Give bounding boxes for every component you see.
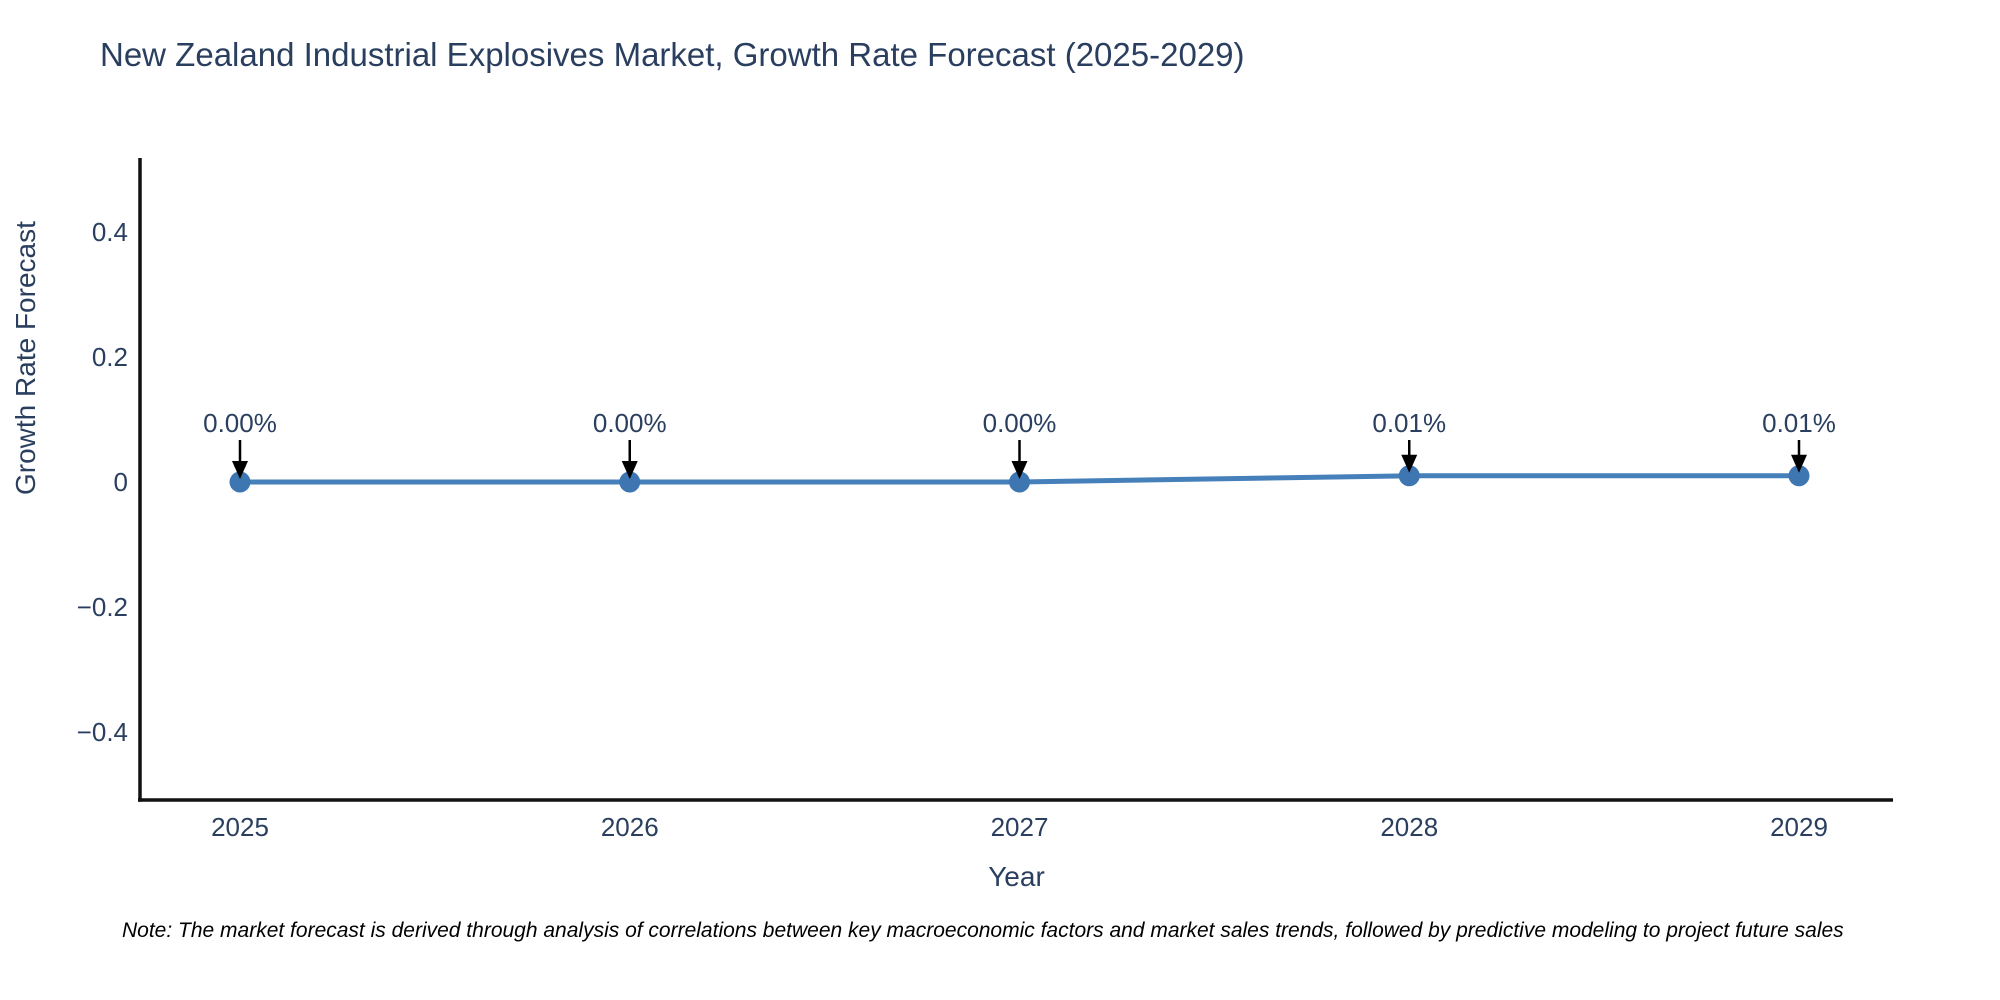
y-tick-label: −0.4 xyxy=(76,716,128,747)
x-tick-label: 2029 xyxy=(1770,812,1828,842)
point-annotation: 0.01% xyxy=(1762,408,1836,438)
annotation-arrowhead xyxy=(1011,461,1028,479)
data-point-marker xyxy=(1788,465,1810,487)
data-point-marker xyxy=(229,471,251,493)
data-point-marker xyxy=(619,471,641,493)
x-tick-label: 2027 xyxy=(990,812,1049,842)
point-annotation: 0.00% xyxy=(982,408,1057,438)
x-tick-label: 2025 xyxy=(211,812,269,842)
annotation-arrowhead xyxy=(1791,454,1807,473)
chart-title: New Zealand Industrial Explosives Market… xyxy=(100,36,1245,73)
annotation-arrowhead xyxy=(232,461,248,479)
x-axis-title: Year xyxy=(988,861,1045,892)
footnote: Note: The market forecast is derived thr… xyxy=(122,919,1844,942)
y-tick-label: 0.4 xyxy=(91,217,128,248)
point-annotation: 0.00% xyxy=(592,408,667,438)
y-tick-label: 0.2 xyxy=(91,342,128,373)
data-point-marker xyxy=(1009,471,1030,493)
annotation-arrowhead xyxy=(1401,454,1418,473)
x-tick-label: 2026 xyxy=(600,812,659,842)
annotation-arrowhead xyxy=(621,461,638,479)
x-tick-label: 2028 xyxy=(1380,812,1439,842)
point-annotation: 0.00% xyxy=(203,408,277,438)
point-annotation: 0.01% xyxy=(1372,408,1447,438)
data-point-marker xyxy=(1398,465,1420,487)
y-tick-label: −0.2 xyxy=(76,591,128,622)
y-tick-label: 0 xyxy=(113,467,128,497)
